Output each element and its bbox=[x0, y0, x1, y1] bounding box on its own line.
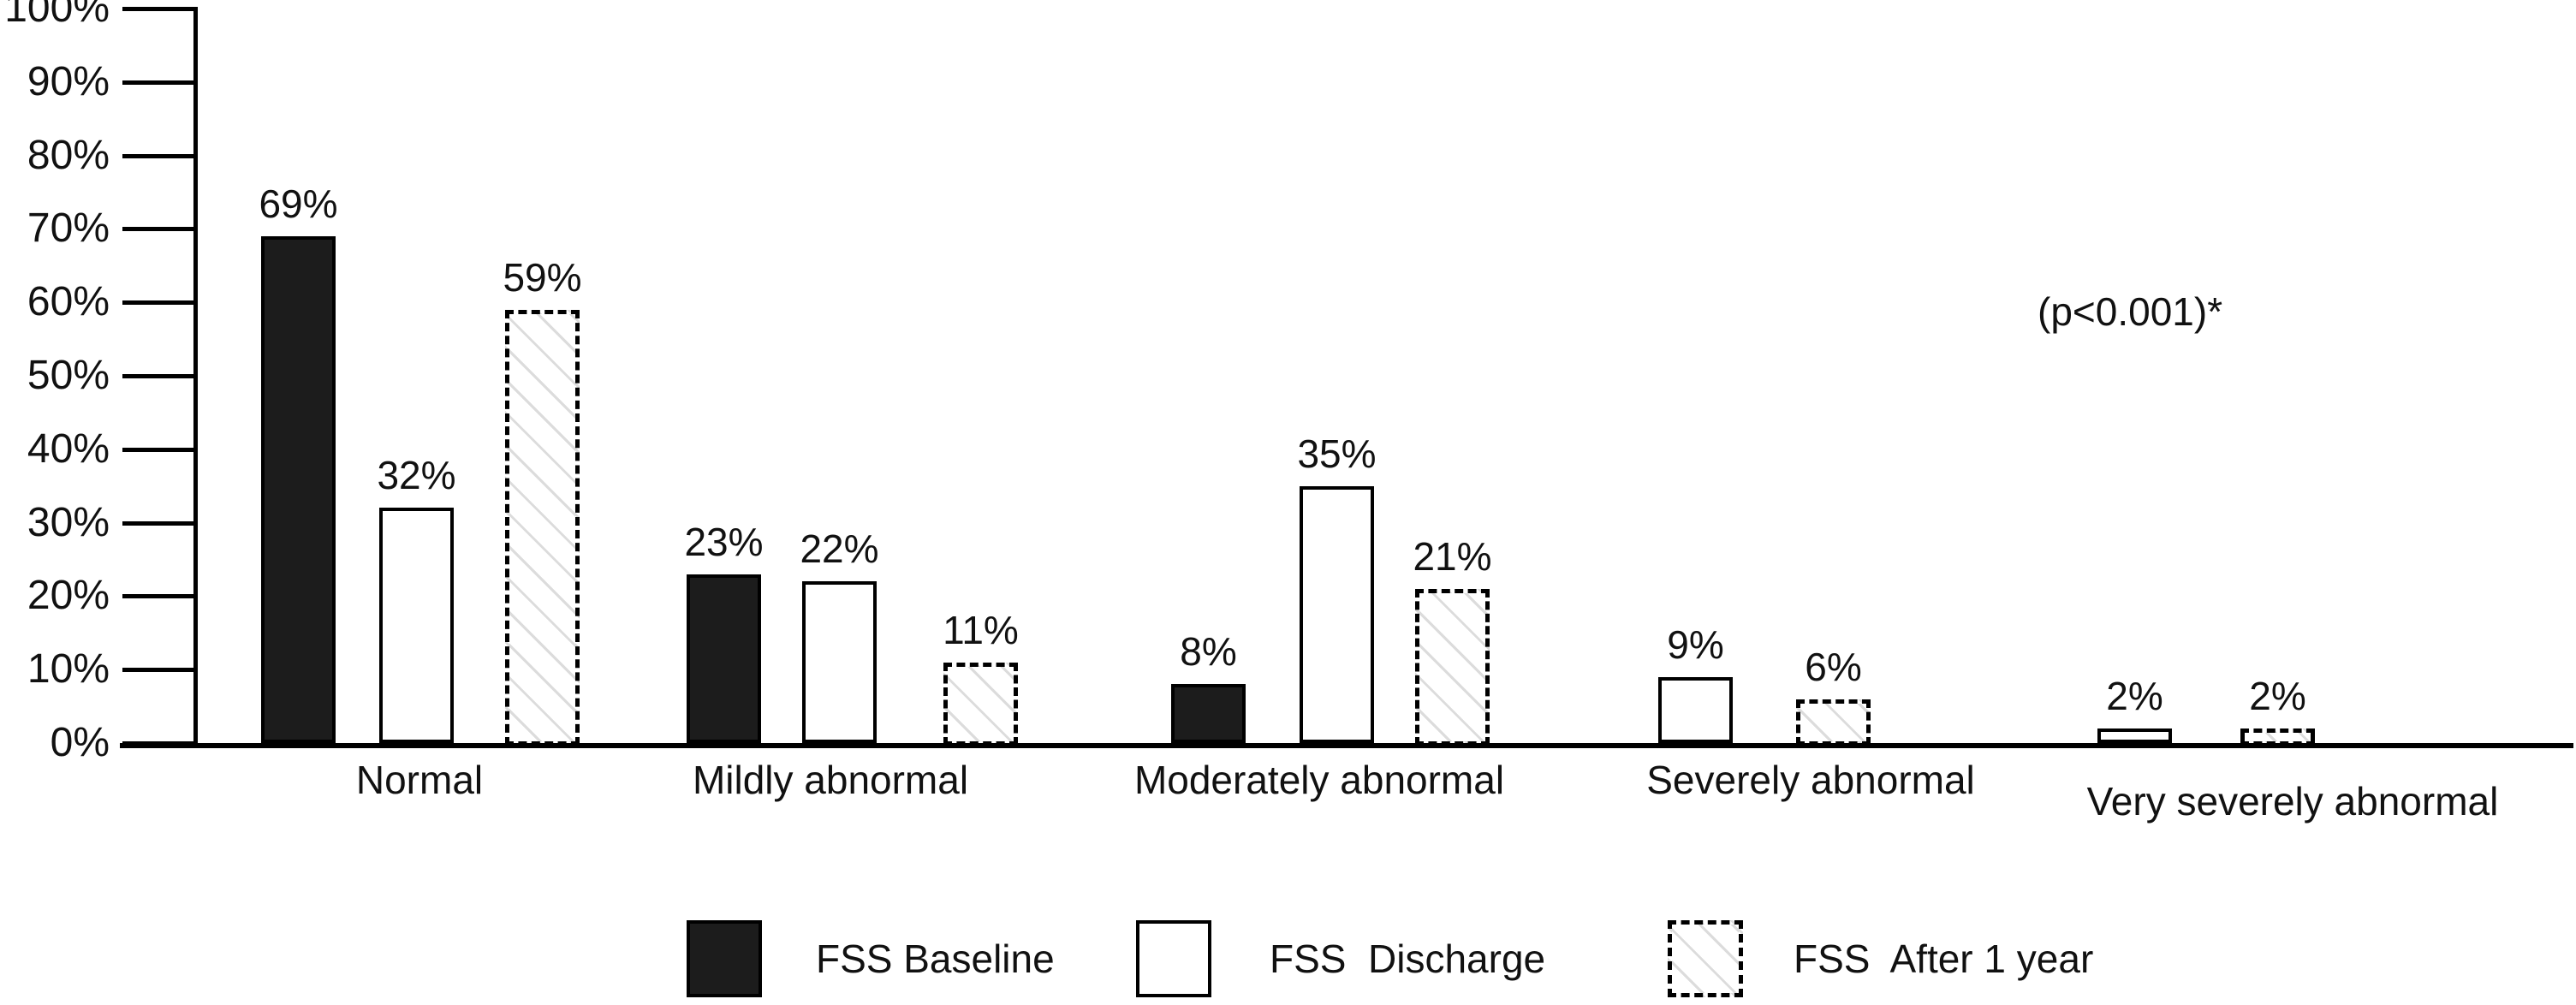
bar-fss-baseline bbox=[261, 236, 336, 743]
bar-value-label: 8% bbox=[1180, 629, 1237, 674]
y-axis-tick bbox=[122, 300, 197, 306]
y-axis-tick-label: 30% bbox=[27, 499, 110, 545]
y-axis-tick bbox=[122, 7, 197, 11]
legend-label: FSS After 1 year bbox=[1794, 937, 2094, 981]
y-axis-tick bbox=[122, 374, 197, 378]
bar-fss-after-1-year bbox=[505, 310, 580, 746]
y-axis-tick-label: 10% bbox=[27, 646, 110, 693]
bar-fss-discharge bbox=[379, 508, 454, 743]
bar-fss-discharge bbox=[1300, 486, 1374, 743]
bar-value-label: 23% bbox=[684, 520, 764, 564]
bar-value-label: 59% bbox=[503, 255, 582, 300]
y-axis-tick-label: 0% bbox=[50, 720, 110, 765]
y-axis-tick-label: 90% bbox=[27, 58, 110, 104]
y-axis-tick bbox=[122, 520, 197, 526]
bar-fss-discharge bbox=[2097, 728, 2172, 743]
x-axis-line bbox=[120, 743, 2573, 748]
bar-value-label: 6% bbox=[1805, 645, 1862, 689]
y-axis-tick bbox=[122, 447, 197, 452]
bar-fss-discharge bbox=[802, 581, 877, 743]
bar-value-label: 22% bbox=[800, 526, 879, 571]
bar-value-label: 2% bbox=[2106, 674, 2163, 718]
bar-value-label: 35% bbox=[1297, 431, 1377, 476]
y-axis-tick bbox=[122, 153, 197, 158]
y-axis-tick-label: 80% bbox=[27, 132, 110, 178]
category-label: Moderately abnormal bbox=[1133, 758, 1505, 802]
y-axis-tick bbox=[122, 227, 197, 232]
legend-label: FSS Baseline bbox=[816, 937, 1055, 981]
bar-value-label: 2% bbox=[2249, 674, 2306, 718]
bar-value-label: 69% bbox=[259, 181, 338, 226]
legend-label: FSS Discharge bbox=[1270, 937, 1546, 981]
y-axis-tick bbox=[122, 594, 197, 599]
legend-swatch-dashed-hatch bbox=[1668, 920, 1743, 997]
bar-fss-after-1-year bbox=[1415, 589, 1490, 746]
bar-value-label: 21% bbox=[1413, 534, 1492, 579]
bar-fss-baseline bbox=[1171, 684, 1246, 743]
bar-fss-after-1-year bbox=[1796, 699, 1871, 746]
bar-value-label: 9% bbox=[1667, 622, 1724, 667]
category-label: Mildly abnormal bbox=[692, 758, 969, 802]
category-label: Normal bbox=[355, 758, 484, 802]
bar-value-label: 11% bbox=[943, 608, 1019, 652]
y-axis-tick bbox=[122, 80, 197, 85]
bar-fss-baseline bbox=[687, 574, 761, 743]
legend-swatch-white-outline bbox=[1136, 920, 1211, 997]
y-axis-tick-label: 50% bbox=[27, 353, 110, 398]
category-label: Severely abnormal bbox=[1646, 758, 1975, 802]
y-axis-tick-label: 40% bbox=[27, 425, 110, 472]
y-axis-tick-label: 70% bbox=[27, 205, 110, 252]
y-axis-tick-label: 60% bbox=[27, 279, 110, 325]
y-axis-tick-label: 100% bbox=[4, 0, 110, 31]
y-axis-tick bbox=[122, 668, 197, 673]
bar-fss-after-1-year bbox=[943, 663, 1018, 746]
legend-swatch-solid-black bbox=[687, 920, 762, 997]
p-value-annotation: (p<0.001)* bbox=[2038, 289, 2223, 334]
bar-fss-discharge bbox=[1658, 677, 1733, 743]
y-axis-tick-label: 20% bbox=[27, 573, 110, 619]
bar-value-label: 32% bbox=[377, 453, 456, 497]
category-label: Very severely abnormal bbox=[2086, 779, 2499, 824]
